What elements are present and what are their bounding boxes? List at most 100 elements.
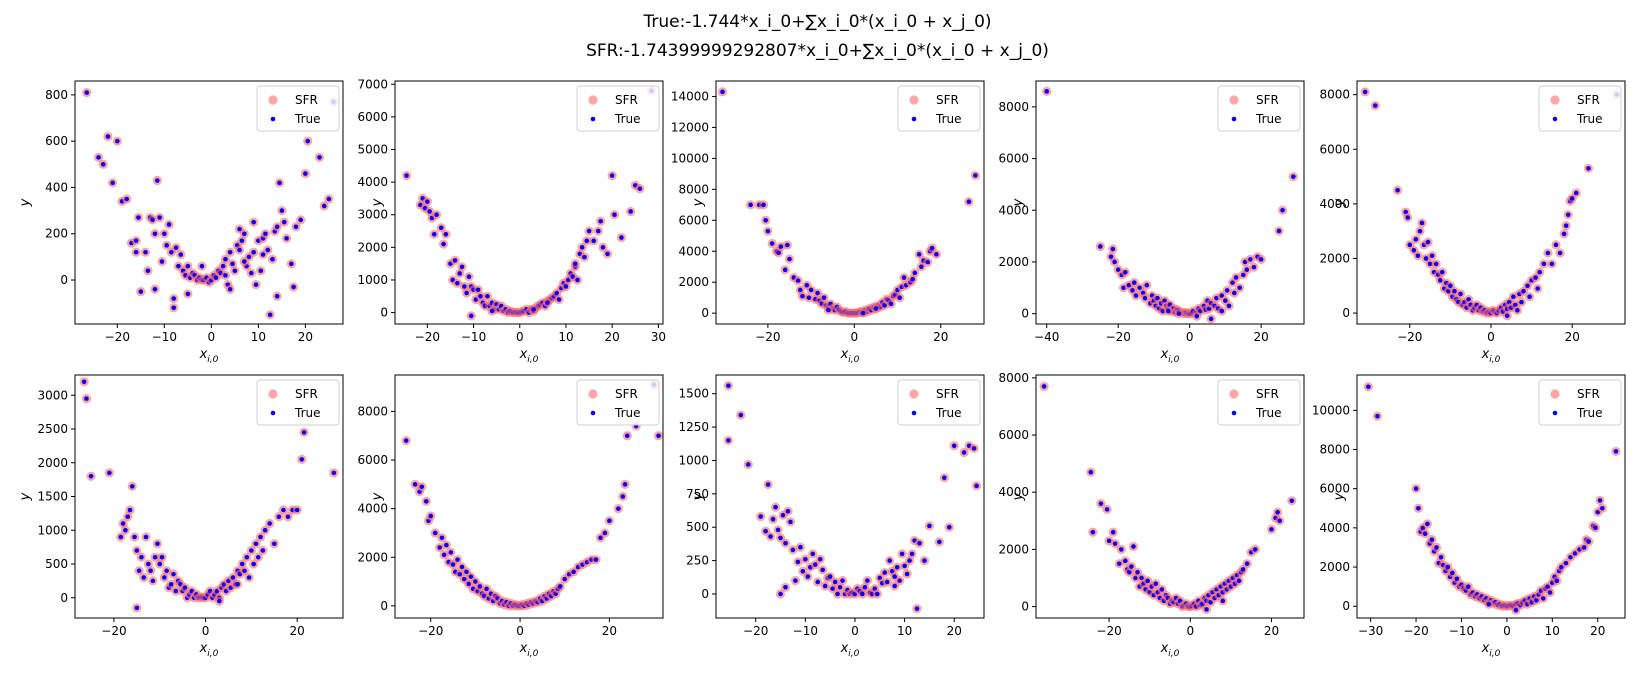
x-tick-label: −10 <box>793 624 818 638</box>
y-axis-label: y <box>18 198 33 207</box>
true-point <box>230 261 235 267</box>
true-point <box>1613 449 1619 454</box>
true-point <box>1415 253 1421 259</box>
legend: SFR True <box>897 85 981 132</box>
true-point <box>572 261 578 266</box>
true-point <box>1176 311 1182 316</box>
true-point <box>427 209 432 214</box>
true-point <box>305 138 311 144</box>
subplot-9: −20 0 20 0 2000 4000 6000 8000 xi,0 y SFR True <box>998 371 1305 659</box>
true-point <box>1561 231 1567 237</box>
true-point <box>758 514 763 519</box>
true-point <box>171 296 177 301</box>
true-point <box>788 519 793 525</box>
true-point <box>279 208 285 213</box>
true-point <box>598 535 603 541</box>
y-axis-label: y <box>1332 492 1347 501</box>
true-point <box>1290 174 1296 179</box>
legend: SFR True <box>1217 85 1301 132</box>
true-point <box>927 523 932 529</box>
subplot-2: −20 −10 0 10 20 30 0 1000 2000 3000 4000 5000 6000 70… <box>357 77 666 365</box>
true-point <box>105 134 111 139</box>
true-point <box>778 244 784 249</box>
true-point <box>466 274 472 280</box>
x-tick-label: −40 <box>1034 330 1059 344</box>
legend: SFR True <box>1538 85 1622 132</box>
true-point <box>860 310 866 316</box>
true-point <box>1437 278 1443 283</box>
true-point <box>591 238 596 244</box>
true-point <box>136 215 141 220</box>
true-point <box>457 271 462 276</box>
true-point <box>860 591 865 597</box>
true-point <box>919 264 924 270</box>
x-tick-label: −20 <box>101 624 126 638</box>
y-tick-label: 7000 <box>357 77 388 91</box>
true-point <box>452 258 458 263</box>
true-point <box>152 286 158 292</box>
true-point <box>1123 269 1128 275</box>
true-point <box>1586 539 1591 544</box>
true-point <box>450 562 456 567</box>
true-point <box>1427 261 1433 267</box>
x-tick-label: −20 <box>755 330 780 344</box>
true-point <box>155 541 160 547</box>
true-point <box>464 569 469 575</box>
true-point <box>438 225 444 231</box>
legend-sfr-marker <box>588 389 598 399</box>
true-point <box>1115 267 1121 273</box>
true-point <box>820 567 826 573</box>
true-point <box>1425 239 1431 245</box>
true-point <box>1106 538 1112 544</box>
true-point <box>806 295 812 300</box>
true-point <box>586 228 592 234</box>
true-point <box>143 249 148 255</box>
true-point <box>317 155 322 160</box>
legend-true-marker <box>1231 116 1237 122</box>
true-point <box>118 534 124 540</box>
true-point <box>441 241 446 247</box>
x-tick-label: 20 <box>605 330 620 344</box>
true-point <box>484 586 489 592</box>
true-point <box>129 484 135 489</box>
x-tick-label: 0 <box>851 624 859 638</box>
true-point <box>1237 285 1242 291</box>
true-point <box>96 155 101 160</box>
y-tick-label: 2000 <box>998 255 1029 269</box>
true-point <box>182 585 188 590</box>
x-axis-label: xi,0 <box>199 347 219 365</box>
data-points <box>1042 86 1298 324</box>
true-point <box>1244 561 1250 566</box>
true-point <box>1275 509 1280 515</box>
true-point <box>812 562 818 567</box>
true-point <box>1142 295 1148 301</box>
y-tick-label: 3000 <box>357 208 388 222</box>
y-tick-label: 250 <box>686 554 709 568</box>
true-point <box>1127 569 1132 575</box>
true-point <box>1110 246 1116 252</box>
legend-true-marker <box>590 116 596 122</box>
true-point <box>1224 288 1230 293</box>
true-point <box>832 579 838 585</box>
true-point <box>152 231 158 237</box>
true-point <box>873 306 879 311</box>
true-point <box>800 568 806 574</box>
true-point <box>612 212 617 218</box>
true-point <box>1044 89 1050 94</box>
true-point <box>115 138 120 144</box>
true-point <box>284 236 289 241</box>
true-point <box>1219 293 1225 298</box>
true-point <box>251 249 256 255</box>
true-point <box>281 219 287 225</box>
true-point <box>966 199 972 205</box>
legend-box <box>576 379 660 426</box>
legend-sfr-marker <box>1229 95 1239 105</box>
legend-sfr-label: SFR <box>1577 93 1600 107</box>
true-point <box>298 217 303 223</box>
true-point <box>862 584 868 590</box>
true-point <box>258 268 264 274</box>
y-tick-label: 4000 <box>1319 197 1350 211</box>
true-point <box>793 578 798 583</box>
true-point <box>485 293 490 299</box>
true-point <box>220 263 226 269</box>
